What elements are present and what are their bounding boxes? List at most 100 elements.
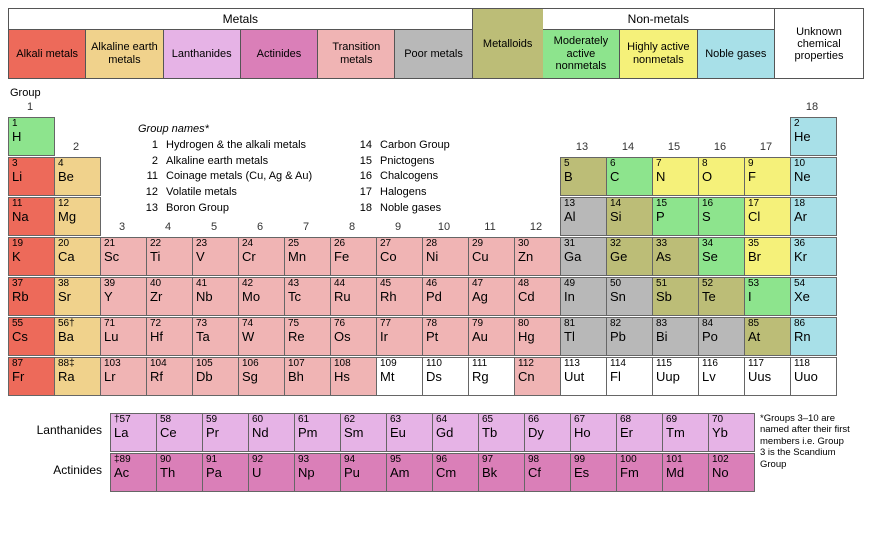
element-Bh: 107Bh — [284, 357, 331, 396]
element-In: 49In — [560, 277, 607, 316]
element-Er: 68Er — [616, 413, 663, 452]
element-Rf: 104Rf — [146, 357, 193, 396]
element-Cf: 98Cf — [524, 453, 571, 492]
element-Uup: 115Uup — [652, 357, 699, 396]
element-Xe: 54Xe — [790, 277, 837, 316]
element-Cd: 48Cd — [514, 277, 561, 316]
group-names-box: Group names* 1Hydrogen & the alkali meta… — [138, 123, 458, 218]
group-number-6: 6 — [238, 221, 282, 233]
element-I: 53I — [744, 277, 791, 316]
element-Ni: 28Ni — [422, 237, 469, 276]
group-number-15: 15 — [652, 141, 696, 153]
element-Cu: 29Cu — [468, 237, 515, 276]
element-Bi: 83Bi — [652, 317, 699, 356]
legend-cell-noble: Noble gases — [697, 30, 774, 78]
element-Zr: 40Zr — [146, 277, 193, 316]
element-Ge: 32Ge — [606, 237, 653, 276]
element-Br: 35Br — [744, 237, 791, 276]
element-Lv: 116Lv — [698, 357, 745, 396]
element-Pa: 91Pa — [202, 453, 249, 492]
element-Fe: 26Fe — [330, 237, 377, 276]
group-number-12: 12 — [514, 221, 558, 233]
element-Sg: 106Sg — [238, 357, 285, 396]
element-Cn: 112Cn — [514, 357, 561, 396]
element-Rh: 45Rh — [376, 277, 423, 316]
group-number-5: 5 — [192, 221, 236, 233]
element-Ga: 31Ga — [560, 237, 607, 276]
group-number-18: 18 — [790, 101, 834, 113]
element-N: 7N — [652, 157, 699, 196]
element-Uus: 117Uus — [744, 357, 791, 396]
element-Se: 34Se — [698, 237, 745, 276]
element-Fm: 100Fm — [616, 453, 663, 492]
group-number-14: 14 — [606, 141, 650, 153]
element-Ce: 58Ce — [156, 413, 203, 452]
element-Ir: 77Ir — [376, 317, 423, 356]
element-Pb: 82Pb — [606, 317, 653, 356]
legend-cell-poor: Poor metals — [394, 30, 471, 78]
element-P: 15P — [652, 197, 699, 236]
element-W: 74W — [238, 317, 285, 356]
element-Ti: 22Ti — [146, 237, 193, 276]
element-Hs: 108Hs — [330, 357, 377, 396]
element-Mt: 109Mt — [376, 357, 423, 396]
element-F: 9F — [744, 157, 791, 196]
element-Mg: 12Mg — [54, 197, 101, 236]
element-Ds: 110Ds — [422, 357, 469, 396]
legend-cell-lanth: Lanthanides — [163, 30, 240, 78]
element-Cl: 17Cl — [744, 197, 791, 236]
legend-metals-head: Metals — [9, 9, 472, 30]
element-Pm: 61Pm — [294, 413, 341, 452]
legend-unknown: Unknown chemical properties — [774, 9, 863, 78]
group-number-10: 10 — [422, 221, 466, 233]
element-C: 6C — [606, 157, 653, 196]
element-Hg: 80Hg — [514, 317, 561, 356]
legend-metalloid: Metalloids — [472, 9, 543, 78]
group-name-row: 11Coinage metals (Cu, Ag & Au)16Chalcoge… — [140, 170, 456, 184]
element-Rg: 111Rg — [468, 357, 515, 396]
footnote: *Groups 3–10 are named after their first… — [760, 413, 850, 470]
element-Rn: 86Rn — [790, 317, 837, 356]
element-Pu: 94Pu — [340, 453, 387, 492]
element-Zn: 30Zn — [514, 237, 561, 276]
legend-cell-mod_nonmetal: Moderately active nonmetals — [543, 30, 619, 78]
element-U: 92U — [248, 453, 295, 492]
element-Sr: 38Sr — [54, 277, 101, 316]
element-Ba: 56†Ba — [54, 317, 101, 356]
element-Ra: 88‡Ra — [54, 357, 101, 396]
element-Te: 52Te — [698, 277, 745, 316]
group-word: Group — [10, 87, 41, 99]
element-Sb: 51Sb — [652, 277, 699, 316]
element-As: 33As — [652, 237, 699, 276]
legend-cell-alkaline: Alkaline earth metals — [85, 30, 162, 78]
group-name-row: 2Alkaline earth metals15Pnictogens — [140, 155, 456, 169]
element-Cs: 55Cs — [8, 317, 55, 356]
element-V: 23V — [192, 237, 239, 276]
element-Dy: 66Dy — [524, 413, 571, 452]
element-Am: 95Am — [386, 453, 433, 492]
element-Bk: 97Bk — [478, 453, 525, 492]
element-Be: 4Be — [54, 157, 101, 196]
element-Si: 14Si — [606, 197, 653, 236]
group-number-9: 9 — [376, 221, 420, 233]
element-Sn: 50Sn — [606, 277, 653, 316]
element-Po: 84Po — [698, 317, 745, 356]
element-Nb: 41Nb — [192, 277, 239, 316]
element-Cr: 24Cr — [238, 237, 285, 276]
element-Hf: 72Hf — [146, 317, 193, 356]
legend-cell-alkali: Alkali metals — [9, 30, 85, 78]
element-Mo: 42Mo — [238, 277, 285, 316]
element-Mn: 25Mn — [284, 237, 331, 276]
element-Na: 11Na — [8, 197, 55, 236]
element-Ar: 18Ar — [790, 197, 837, 236]
element-Uut: 113Uut — [560, 357, 607, 396]
element-Pt: 78Pt — [422, 317, 469, 356]
element-Lu: 71Lu — [100, 317, 147, 356]
group-number-4: 4 — [146, 221, 190, 233]
legend-cell-high_nonmetal: Highly active nonmetals — [619, 30, 696, 78]
element-Es: 99Es — [570, 453, 617, 492]
element-No: 102No — [708, 453, 755, 492]
group-number-13: 13 — [560, 141, 604, 153]
element-Au: 79Au — [468, 317, 515, 356]
element-Ca: 20Ca — [54, 237, 101, 276]
